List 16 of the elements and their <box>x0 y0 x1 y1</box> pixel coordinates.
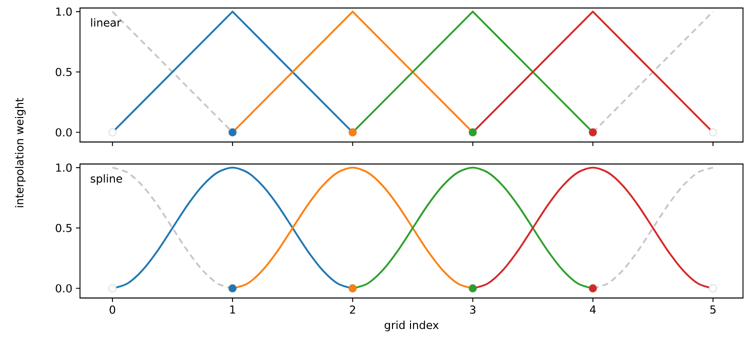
x-tick-label: 3 <box>470 306 476 314</box>
x-tick-label: 4 <box>590 306 596 314</box>
y-tick-label: 1.0 <box>56 7 72 16</box>
y-axis-title: interpolation weight <box>15 98 26 208</box>
y-tick-label: 0.0 <box>56 284 72 292</box>
y-tick-label: 0.0 <box>56 128 72 136</box>
x-tick-label: 2 <box>350 306 356 314</box>
x-tick-label: 0 <box>110 306 116 314</box>
x-tick-label: 5 <box>710 306 716 314</box>
y-tick-label: 0.5 <box>56 224 72 232</box>
x-axis-title: grid index <box>384 320 439 332</box>
annotation: linear <box>91 18 122 27</box>
y-tick-label: 0.5 <box>56 68 72 76</box>
y-tick-label: 1.0 <box>56 163 72 172</box>
x-tick-label: 1 <box>230 306 236 314</box>
annotation: spline <box>90 174 122 185</box>
